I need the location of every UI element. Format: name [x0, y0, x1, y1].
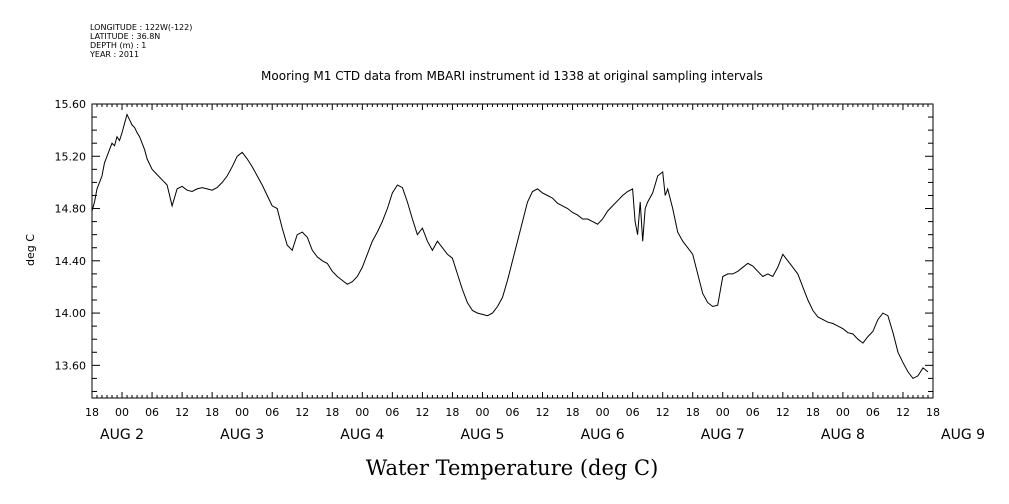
x-hour-label: 00 [235, 406, 249, 419]
x-hour-label: 18 [325, 406, 339, 419]
x-axis-title: Water Temperature (deg C) [366, 456, 659, 480]
x-hour-label: 18 [686, 406, 700, 419]
x-hour-label: 18 [926, 406, 940, 419]
x-day-label: AUG 2 [100, 427, 144, 443]
x-hour-label: 00 [836, 406, 850, 419]
x-hour-label: 00 [355, 406, 369, 419]
y-tick-label: 15.20 [55, 150, 87, 163]
y-tick-label: 15.60 [55, 98, 87, 111]
x-hour-label: 06 [145, 406, 159, 419]
y-axis: 15.60 15.20 14.80 14.40 14.00 13.60 [55, 98, 933, 392]
x-hour-label: 06 [385, 406, 399, 419]
x-hour-label: 06 [626, 406, 640, 419]
x-hour-label: 12 [175, 406, 189, 419]
y-tick-label: 14.80 [55, 203, 87, 216]
x-hour-label: 18 [566, 406, 580, 419]
x-hour-label: 00 [716, 406, 730, 419]
x-day-label: AUG 5 [460, 427, 504, 443]
plot-frame [91, 103, 934, 399]
x-hour-label: 12 [536, 406, 550, 419]
metadata-latitude: LATITUDE : 36.8N [90, 32, 160, 41]
x-hour-label: 06 [506, 406, 520, 419]
x-hour-label: 12 [295, 406, 309, 419]
y-tick-label: 14.00 [55, 307, 87, 320]
series-layer [91, 113, 929, 380]
x-hour-label: 12 [896, 406, 910, 419]
x-axis: 18 00 06 12 18 00 06 12 18 00 06 12 18 00 06 12 18 00 06 12… [85, 104, 985, 443]
x-hour-label: 12 [656, 406, 670, 419]
x-day-label: AUG 3 [220, 427, 264, 443]
y-tick-label: 14.40 [55, 255, 87, 268]
y-axis-label: deg C [24, 234, 37, 266]
x-hour-label: 00 [475, 406, 489, 419]
x-hour-label: 12 [415, 406, 429, 419]
x-hour-label: 06 [265, 406, 279, 419]
x-hour-label: 18 [806, 406, 820, 419]
x-hour-label: 06 [746, 406, 760, 419]
metadata-year: YEAR : 2011 [89, 50, 139, 59]
x-hour-label: 18 [445, 406, 459, 419]
metadata-longitude: LONGITUDE : 122W(-122) [90, 23, 192, 32]
metadata-depth: DEPTH (m) : 1 [90, 41, 146, 50]
x-hour-label: 18 [205, 406, 219, 419]
x-day-label: AUG 8 [821, 427, 865, 443]
x-day-label: AUG 6 [581, 427, 625, 443]
y-tick-label: 13.60 [55, 359, 87, 372]
chart-title: Mooring M1 CTD data from MBARI instrumen… [261, 69, 763, 83]
x-hour-label: 06 [866, 406, 880, 419]
series-line-water-temperature [91, 113, 929, 380]
x-hour-label: 12 [776, 406, 790, 419]
x-hour-label: 00 [596, 406, 610, 419]
x-hour-label: 00 [115, 406, 129, 419]
metadata-block: LONGITUDE : 122W(-122) LATITUDE : 36.8N … [89, 23, 192, 59]
x-day-label: AUG 9 [941, 427, 985, 443]
x-day-label: AUG 4 [340, 427, 384, 443]
x-day-label: AUG 7 [701, 427, 745, 443]
x-hour-label: 18 [85, 406, 99, 419]
